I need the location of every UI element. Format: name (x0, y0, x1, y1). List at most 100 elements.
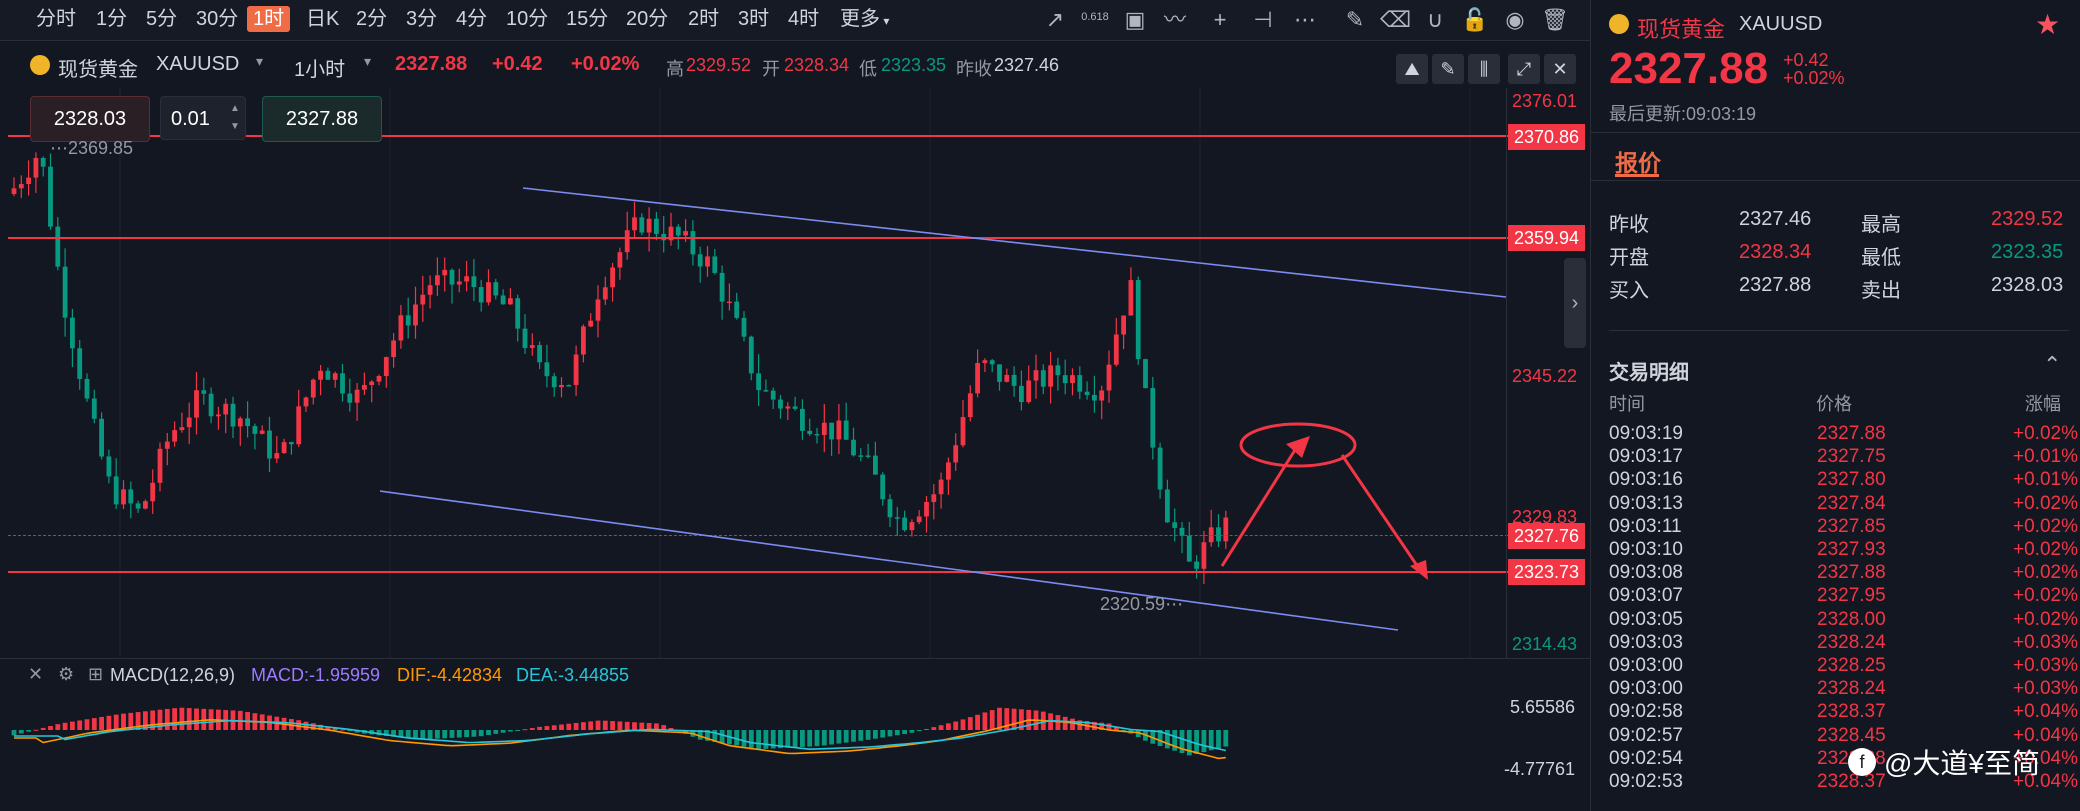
tf-2m[interactable]: 2分 (356, 8, 388, 30)
tf-fenshi[interactable]: 分时 (36, 8, 76, 30)
candle-body (982, 360, 988, 364)
buy-price-box[interactable]: 2327.88 (262, 96, 382, 142)
tf-1m[interactable]: 1分 (96, 8, 128, 30)
expand-icon[interactable]: ⊞ (88, 664, 104, 684)
trend-line-icon[interactable]: ↗ (1045, 7, 1065, 32)
symbol-code[interactable]: XAUUSD (156, 53, 240, 75)
eye-icon[interactable]: ◉ (1505, 7, 1525, 32)
more-tools-icon[interactable]: ⋯ (1294, 7, 1316, 32)
candle-body (1179, 527, 1185, 536)
macd-bar (62, 722, 68, 730)
close-icon[interactable]: ✕ (28, 664, 44, 684)
low-value: 2323.35 (1991, 241, 2064, 263)
channel-lower-line[interactable] (379, 490, 1399, 631)
tf-3h[interactable]: 3时 (738, 8, 770, 30)
macd-bar (602, 720, 608, 730)
macd-bar (865, 730, 871, 740)
tf-30m[interactable]: 30分 (196, 8, 239, 30)
macd-bar (836, 730, 842, 744)
macd-bar (296, 720, 302, 730)
macd-bar (77, 720, 83, 730)
support-line-2323[interactable] (8, 571, 1508, 573)
candle-body (1208, 527, 1214, 543)
candle-body (559, 384, 564, 388)
up-arrow-line[interactable] (1220, 441, 1302, 567)
high-label: 高 (666, 59, 684, 79)
trades-header-change: 涨幅 (2025, 394, 2061, 414)
candle-body (77, 348, 83, 379)
magnet-icon[interactable]: ∪ (1426, 7, 1444, 32)
candle-body (340, 373, 345, 394)
trade-price: 2327.88 (1817, 423, 1886, 444)
lock-icon[interactable]: 🔓 (1461, 7, 1489, 32)
trash-icon[interactable]: 🗑 (1541, 7, 1569, 32)
tf-3m[interactable]: 3分 (406, 8, 438, 30)
eraser-icon[interactable]: ⌫ (1380, 7, 1412, 32)
watermark-icon: f (1848, 748, 1876, 776)
macd-bar (113, 714, 119, 730)
candle-body (632, 217, 637, 231)
trade-row: 09:03:19 2327.88 +0.02% (1609, 423, 2078, 447)
fib-retracement-icon[interactable]: 0.618 (1080, 10, 1110, 38)
candle-body (157, 448, 163, 483)
candle-body (851, 439, 856, 456)
dea-value: DEA:-3.44855 (516, 665, 630, 685)
macd-bar (894, 730, 900, 736)
macd-bar (33, 729, 39, 731)
tf-5m[interactable]: 5分 (146, 8, 178, 30)
tf-1h[interactable]: 1时 (247, 6, 291, 32)
candle-body (179, 427, 185, 431)
trade-change: +0.02% (2013, 585, 2078, 607)
panel-toggle-chevron-right-icon[interactable]: › (1564, 258, 1586, 348)
more-timeframes-dropdown[interactable]: 更多 ▾ (834, 6, 895, 32)
price-chart[interactable] (0, 88, 1590, 658)
tf-4h[interactable]: 4时 (788, 8, 820, 30)
sell-price-box[interactable]: 2328.03 (30, 96, 150, 142)
fib-label: 0.618 (1081, 11, 1109, 23)
interval-dropdown-icon[interactable]: ▾ (364, 53, 372, 69)
crosshair-icon[interactable]: + (1213, 7, 1227, 32)
tf-4m[interactable]: 4分 (456, 8, 488, 30)
down-arrow-line[interactable] (1340, 454, 1422, 571)
macd-bar (1172, 730, 1178, 751)
tf-15m[interactable]: 15分 (566, 8, 609, 30)
tf-20m[interactable]: 20分 (626, 8, 669, 30)
target-ellipse[interactable] (1239, 422, 1357, 468)
tf-daily[interactable]: 日K (306, 8, 340, 30)
trade-row: 09:03:08 2327.88 +0.02% (1609, 562, 2078, 586)
candle-body (727, 301, 732, 304)
macd-chart[interactable] (0, 660, 1510, 811)
macd-bar (953, 721, 959, 730)
favorite-star-icon[interactable]: ★ (2035, 9, 2061, 40)
resistance-line-2359[interactable] (8, 237, 1508, 239)
channel-upper-line[interactable] (522, 187, 1507, 298)
collapse-chevron-up-icon[interactable]: ⌃ (2043, 352, 2062, 377)
macd-bar (405, 730, 411, 739)
tab-quote[interactable]: 报价 (1615, 150, 1661, 176)
candle-type-icon[interactable]: ⫼ (1468, 54, 1500, 84)
fullscreen-icon[interactable]: ⤢ (1508, 54, 1540, 84)
pattern-icon[interactable]: 〰 (1163, 7, 1186, 32)
interval-label[interactable]: 1小时 (294, 59, 346, 81)
horizontal-line-icon[interactable]: ⊣ (1253, 7, 1273, 32)
symbol-dropdown-icon[interactable]: ▾ (256, 53, 264, 69)
tf-2h[interactable]: 2时 (688, 8, 720, 30)
image-icon[interactable]: ▣ (1124, 7, 1146, 32)
candle-body (1106, 364, 1112, 391)
quantity-input[interactable]: 0.01 (160, 96, 246, 140)
trade-change: +0.02% (2013, 515, 2078, 537)
quantity-stepper[interactable]: ▲ ▼ (230, 103, 240, 132)
close-icon[interactable]: ✕ (1544, 54, 1576, 84)
indicator-icon[interactable]: ⛰ (1396, 54, 1428, 84)
settings-gear-icon[interactable]: ⚙ (58, 664, 75, 684)
trade-time: 09:03:11 (1609, 515, 1682, 537)
macd-bar (1106, 723, 1112, 730)
symbol-name[interactable]: 现货黄金 (58, 59, 138, 81)
resistance-line-2370[interactable] (8, 135, 1508, 137)
macd-bar (303, 721, 309, 730)
edit-icon[interactable]: ✎ (1345, 7, 1365, 32)
tf-10m[interactable]: 10分 (506, 8, 549, 30)
high-marker-value: 2369.85 (68, 138, 134, 158)
candle-body (807, 430, 813, 435)
draw-icon[interactable]: ✎ (1432, 54, 1464, 84)
